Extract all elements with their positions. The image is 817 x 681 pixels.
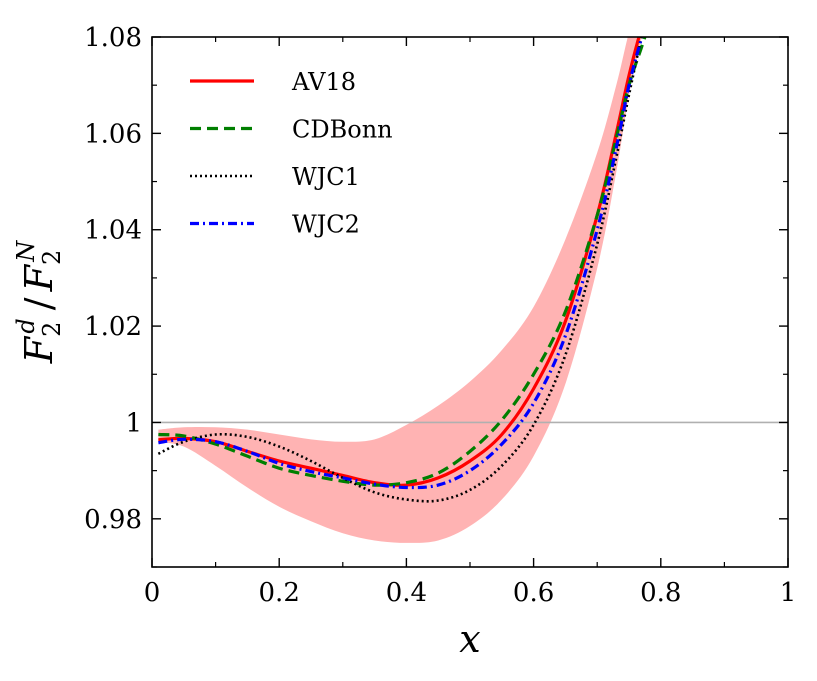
- y-tick-label: 1.02: [84, 312, 142, 342]
- series-line-wjc2: [158, 37, 644, 490]
- uncertainty-band: [158, 37, 642, 543]
- y-axis-label: F2d/F2N: [12, 240, 66, 365]
- x-tick-label: 0.6: [513, 578, 554, 608]
- y-label-den-sup: N: [12, 240, 40, 263]
- x-axis-label: x: [459, 617, 480, 661]
- y-label-num-sup: d: [12, 318, 40, 333]
- legend-label-wjc2: WJC2: [292, 211, 360, 239]
- y-label-base: F: [17, 335, 61, 364]
- y-label-separator: /: [17, 297, 61, 310]
- plot-area: [152, 37, 788, 543]
- legend-label-cdbonn: CDBonn: [292, 116, 393, 144]
- x-tick-label: 0: [144, 578, 161, 608]
- legend-label-wjc1: WJC1: [292, 163, 360, 191]
- y-label-den-sub: 2: [38, 250, 66, 265]
- y-tick-label: 1.04: [84, 216, 142, 246]
- y-tick-label: 1.08: [84, 23, 142, 53]
- x-tick-label: 0.2: [259, 578, 300, 608]
- y-label-base-den: F: [17, 263, 61, 292]
- y-tick-label: 1.06: [84, 119, 142, 149]
- y-tick-label: 0.98: [84, 505, 142, 535]
- axis-ticks: 0 0.2 0.4 0.6 0.8 1 0.98 1 1.02 1.04 1.06 1.08: [84, 23, 796, 608]
- legend-label-av18: AV18: [291, 68, 356, 96]
- y-label-num-sub: 2: [38, 322, 66, 337]
- series-line-cdbonn: [158, 37, 647, 487]
- legend: AV18 CDBonn WJC1 WJC2: [190, 68, 393, 239]
- x-tick-label: 0.8: [640, 578, 681, 608]
- y-tick-label: 1: [125, 408, 142, 438]
- x-tick-label: 0.4: [386, 578, 427, 608]
- x-tick-label: 1: [780, 578, 797, 608]
- svg-text:F2d/F2N: F2d/F2N: [12, 240, 66, 365]
